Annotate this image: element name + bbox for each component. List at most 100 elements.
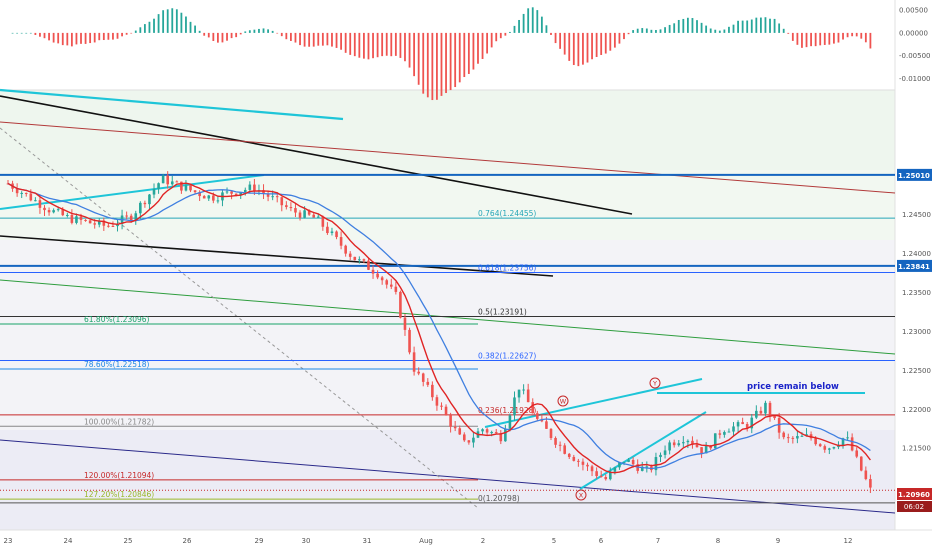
candlesticks [6, 171, 872, 494]
candle-body [581, 461, 585, 465]
time-tick-label: 26 [183, 537, 192, 545]
oscillator-bar [299, 32, 301, 46]
oscillator-bar [372, 32, 374, 59]
candle-body [380, 277, 384, 281]
fib-retracement-label: 0.236(1.21928) [478, 406, 536, 415]
candle-body [111, 225, 115, 227]
oscillator-bar [358, 32, 361, 58]
countdown-bg [897, 501, 932, 512]
candle-body [376, 273, 379, 278]
time-axis[interactable]: 23 24 25 26 29 30 31 Aug 2 5 6 7 8 9 12 [4, 537, 853, 545]
candle-body [79, 216, 83, 220]
candle-body [513, 397, 516, 416]
oscillator-bar [531, 7, 534, 33]
candle-body [367, 260, 370, 270]
oscillator-bar [604, 32, 607, 54]
time-tick-label: 12 [844, 537, 853, 545]
oscillator-bar [650, 29, 653, 33]
oscillator-bar [239, 32, 242, 35]
price-tick-label: 1.24500 [902, 211, 931, 219]
candle-body [640, 466, 644, 471]
wedge-upper-line[interactable] [484, 378, 703, 428]
fib-extension-label: 120.00%(1.21094) [84, 471, 154, 480]
oscillator-bar [709, 28, 712, 33]
oscillator-bar [773, 18, 776, 33]
oscillator-bar [381, 32, 384, 57]
candle-body [289, 207, 293, 209]
oscillator-bar [846, 32, 849, 38]
moving-average-fast [7, 182, 871, 474]
candle-body [234, 193, 238, 196]
oscillator-bar [655, 29, 657, 33]
candle-body [394, 286, 398, 292]
oscillator-bar [66, 32, 69, 46]
candle-body [773, 415, 776, 419]
trendline-navy-lower[interactable] [0, 439, 896, 514]
candle-body [253, 184, 256, 191]
wave-circle-x [575, 489, 587, 501]
candle-body [522, 389, 525, 391]
oscillator-bar [645, 28, 648, 33]
oscillator-bar [148, 21, 151, 33]
oscillator-bar [737, 20, 739, 33]
oscillator-bar [353, 32, 356, 57]
trendline-cyan-triangle[interactable] [0, 174, 265, 210]
oscillator-bar [851, 32, 854, 37]
candle-body [444, 406, 448, 416]
fib-retracement-label: 0(1.20798) [478, 494, 520, 503]
candle-body [321, 216, 325, 227]
fib-extension-label: 127.20%(1.20846) [84, 490, 154, 499]
oscillator-bar [203, 32, 206, 36]
fib-retracement-label: 0.764(1.24455) [478, 209, 536, 218]
candle-body [180, 181, 183, 191]
oscillator-bar [258, 28, 260, 33]
candle-body [143, 202, 147, 205]
candle-body [449, 415, 452, 427]
candle-body [362, 259, 366, 261]
candle-body [672, 442, 676, 446]
candle-body [832, 447, 836, 449]
oscillator-bar [481, 32, 484, 59]
oscillator-bar [458, 32, 461, 83]
candle-body [554, 437, 557, 445]
oscillator-bar [39, 32, 41, 37]
trendline-black-upper[interactable] [0, 95, 633, 215]
time-tick-label: 2 [481, 537, 485, 545]
oscillator-bar [837, 32, 840, 43]
candle-body [828, 448, 831, 450]
candle-body [700, 447, 703, 454]
oscillator-bar [595, 32, 598, 57]
oscillator-bar [399, 32, 402, 58]
wave-label-x: X [575, 489, 587, 501]
trendline-black-lower[interactable] [0, 235, 554, 277]
oscillator-bar [75, 32, 78, 45]
oscillator-bar [632, 30, 635, 33]
oscillator-bar [668, 24, 671, 33]
oscillator-bar [550, 32, 552, 35]
current-price-tag: 1.20960 06:02 [897, 488, 932, 512]
candle-body [157, 183, 160, 189]
price-axis[interactable]: 1.24500 1.24000 1.23500 1.23000 1.22500 1.220… [902, 211, 931, 453]
time-tick-label: 24 [64, 537, 73, 545]
oscillator-bar [376, 32, 379, 58]
candle-body [129, 215, 133, 221]
oscillator-bar [335, 32, 338, 48]
zone-mid-upper [0, 170, 895, 240]
candle-body [294, 208, 297, 213]
oscillator-bar [248, 30, 251, 33]
oscillator-bar [714, 29, 717, 33]
candle-body [399, 291, 402, 318]
trendline-cyan-upper[interactable] [0, 88, 344, 121]
oscillator-bar [390, 32, 393, 57]
candle-body [755, 410, 758, 418]
oscillator-bar [664, 27, 666, 33]
time-tick-label: 7 [656, 537, 660, 545]
oscillator-bar [280, 32, 283, 37]
candle-body [431, 384, 434, 398]
candle-body [243, 189, 247, 193]
candle-body [499, 433, 503, 442]
oscillator-bar [116, 32, 119, 39]
trendline-red-channel[interactable] [0, 121, 896, 194]
